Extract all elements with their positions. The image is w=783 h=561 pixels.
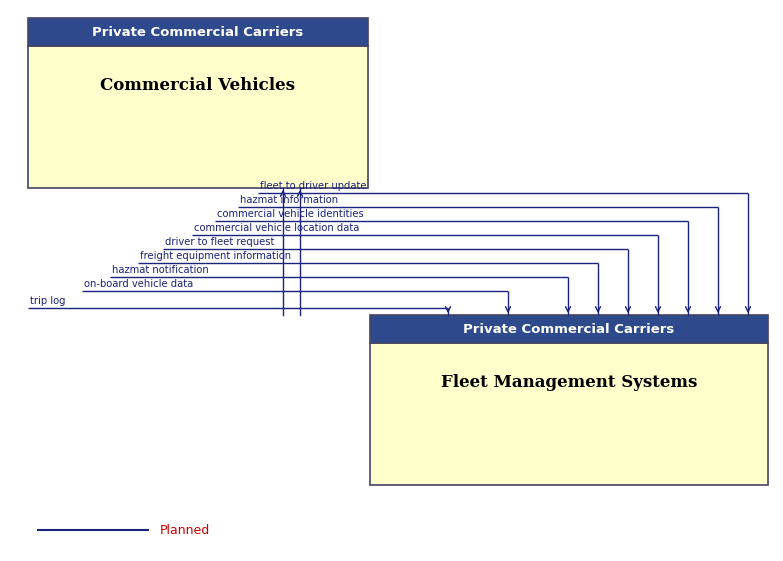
Text: hazmat notification: hazmat notification	[112, 265, 209, 275]
Text: Private Commercial Carriers: Private Commercial Carriers	[92, 25, 304, 39]
Text: Planned: Planned	[160, 523, 211, 536]
Text: commercial vehicle location data: commercial vehicle location data	[194, 223, 359, 233]
Text: trip log: trip log	[30, 296, 66, 306]
Text: Private Commercial Carriers: Private Commercial Carriers	[464, 323, 675, 335]
Text: commercial vehicle identities: commercial vehicle identities	[217, 209, 364, 219]
Text: on-board vehicle data: on-board vehicle data	[84, 279, 193, 289]
Text: driver to fleet request: driver to fleet request	[165, 237, 274, 247]
Text: fleet to driver update: fleet to driver update	[260, 181, 366, 191]
Text: hazmat information: hazmat information	[240, 195, 338, 205]
Bar	[28, 46, 368, 188]
Text: Fleet Management Systems: Fleet Management Systems	[441, 374, 697, 391]
Bar	[370, 343, 768, 485]
Bar	[28, 18, 368, 46]
Text: Commercial Vehicles: Commercial Vehicles	[100, 77, 295, 94]
Text: freight equipment information: freight equipment information	[140, 251, 291, 261]
Bar	[370, 315, 768, 343]
